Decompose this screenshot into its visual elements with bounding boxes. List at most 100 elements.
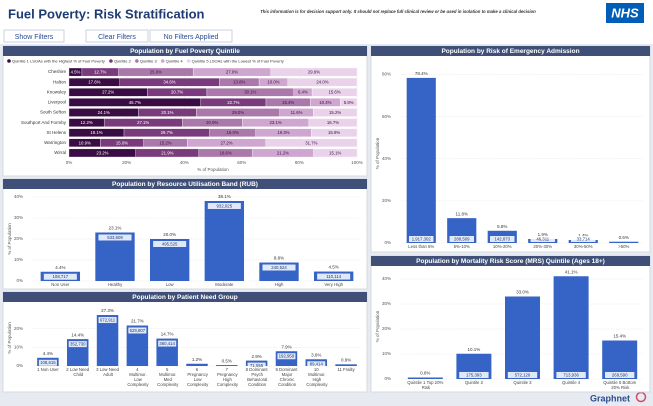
y-tick-label: 30% [382,301,391,306]
data-label: 34.6% [163,80,175,85]
x-tick-label: 0% [66,160,73,165]
y-tick-label: 20% [14,236,23,241]
y-tick-label: 0% [16,278,23,283]
data-label: 20.0% [163,232,176,237]
x-tick-label: Quintile 4 [562,380,581,385]
bar-segment [313,108,358,117]
count-label: 89,414 [310,362,324,367]
y-tick-label: 0% [384,240,391,245]
count-label-box [38,359,57,366]
x-tick-label: 5 Multimor. Med Complexity [156,367,179,387]
clear-filters-label[interactable]: Clear Filters [98,34,136,41]
data-label: 3.6% [311,352,321,357]
count-label: 46,311 [536,236,549,241]
x-tick-label: Low [166,282,175,287]
count-label: 572,126 [515,372,531,377]
bar [96,315,119,366]
bar-segment [311,88,358,97]
bar-segment [313,148,358,158]
data-label: 20.9% [206,120,218,125]
count-label-box [490,236,515,242]
data-label: 20.7% [171,90,183,95]
count-label: 240,524 [271,265,287,270]
count-label-box [556,372,586,378]
count-label: 713,936 [563,372,579,377]
clear-filters-button[interactable] [85,29,149,43]
data-label: 4.5% [71,69,81,74]
legend-swatch [186,59,191,63]
x-tick-label: 60% [237,160,246,165]
data-label: 21.2% [277,150,289,155]
data-label: 15.0% [116,140,128,145]
x-tick-label: Quintile 1 Top 20% Risk [407,380,443,390]
data-label: 27.2% [220,140,232,145]
count-label-box [68,341,87,348]
y-axis-label: % of Population [375,137,380,169]
disclaimer: This information is for decision support… [260,9,536,14]
data-label: 11.6% [291,110,303,115]
count-label: 110,114 [326,274,342,279]
data-label: 14.7% [161,332,174,337]
x-tick-label: Quintile 3 [513,380,532,385]
panel-title: Population by Resource Utilisation Band … [112,181,258,188]
x-tick-label: Very High [324,282,343,287]
x-tick-label: High [275,282,284,287]
data-label: 15.6% [328,90,340,95]
panel-title: Population by Fuel Poverty Quintile [130,48,240,55]
data-label: 23.2% [96,150,108,155]
x-tick-label: 10 Multimor. High Complexity [305,367,328,387]
data-label: 4.4% [55,265,65,270]
show-filters-label[interactable]: Show Filters [15,34,54,41]
data-label: 24.1% [98,110,110,115]
count-label-box [605,372,635,378]
data-label: 14.4% [71,332,84,337]
count-label: 672,911 [100,317,116,322]
data-label: 15.4% [613,334,626,339]
count-label: 269,590 [612,372,628,377]
bar [609,241,639,243]
data-label: 78.4% [415,71,428,76]
data-label: 12.7% [94,69,106,74]
page-title: Fuel Poverty: Risk Stratification [8,6,205,21]
y-tick-label: 20% [14,326,23,331]
x-tick-label: 1 Non User [37,367,59,372]
data-label: 19.3% [277,130,289,135]
count-label-box [128,327,147,334]
y-tick-label: Warrington [44,140,66,145]
count-label: 529,807 [130,328,146,333]
data-label: 16.0% [226,130,238,135]
count-label: 108,717 [53,274,69,279]
x-tick-label: 40% [180,160,189,165]
data-label: 31.7% [305,140,317,145]
footer-brand: Graphnet [590,393,630,403]
data-label: 10.9% [79,140,91,145]
x-tick-label: 9 Dominant Major Chronic Condition [275,367,298,387]
data-label: 0.6% [420,371,430,376]
count-label-box [262,264,296,271]
x-tick-label: 11 Frailty [337,367,355,372]
x-tick-label: 5%-10% [454,244,470,249]
y-tick-label: 0% [16,363,23,368]
x-tick-label: 10%-20% [493,244,512,249]
bar [95,232,135,281]
data-label: 4.4% [43,351,53,356]
data-label: 30.1% [244,90,256,95]
show-filters-button[interactable] [3,29,65,43]
x-tick-label: Moderate [215,282,234,287]
data-label: 23.1% [270,120,282,125]
y-tick-label: 30% [14,215,23,220]
count-label-box [98,234,132,241]
data-label: 41.1% [565,269,578,274]
data-label: 15.1% [329,150,341,155]
panel-title-bar [3,292,367,302]
y-tick-label: 40% [382,156,391,161]
y-tick-label: South Sefton [40,110,67,115]
data-label: 0.6% [619,235,629,240]
legend-swatch [160,59,165,63]
data-label: 10.0% [267,80,279,85]
x-tick-label: 3 Low Need Adult [96,367,120,377]
count-label: 192,959 [279,354,295,359]
count-label: 360,414 [159,341,175,346]
count-label-box [317,273,351,280]
